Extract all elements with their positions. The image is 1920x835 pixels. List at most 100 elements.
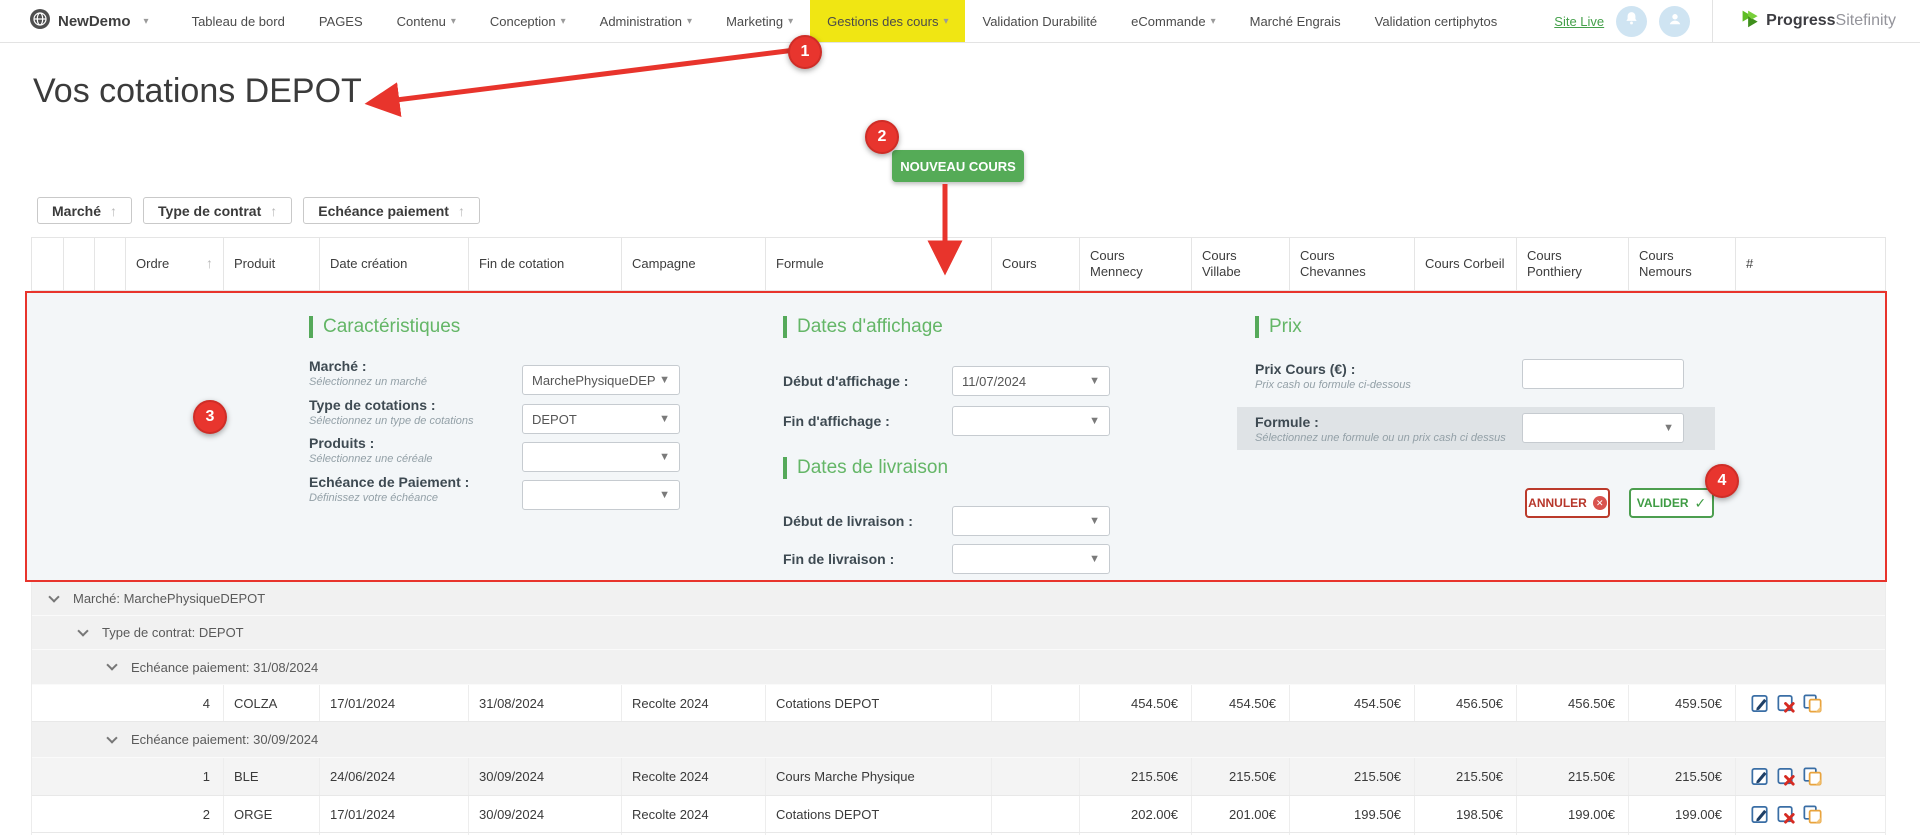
- column-header-cours-mennecy[interactable]: Cours Mennecy: [1079, 238, 1191, 290]
- type-cotations-select[interactable]: DEPOT ▼: [522, 404, 680, 434]
- dropdown-caret-icon: ▼: [659, 374, 670, 386]
- column-header-cours-villabe[interactable]: Cours Villabe: [1191, 238, 1289, 290]
- site-selector[interactable]: NewDemo ▾: [0, 0, 163, 42]
- copy-icon[interactable]: [1801, 692, 1824, 715]
- column-header-cours-chevannes[interactable]: Cours Chevannes: [1289, 238, 1414, 290]
- group-row-type-contrat[interactable]: Type de contrat: DEPOT: [32, 616, 1885, 650]
- section-bar: [309, 316, 313, 338]
- nav-item-conception[interactable]: Conception ▾: [489, 13, 566, 29]
- column-header-cours[interactable]: Cours: [991, 238, 1079, 290]
- nav-right: Site Live ProgressSitefinity: [1554, 0, 1920, 43]
- header-expander-col: [63, 238, 94, 290]
- column-header-formule[interactable]: Formule: [765, 238, 991, 290]
- fin-livraison-select[interactable]: ▼: [952, 544, 1110, 574]
- column-header-cours-ponthiery[interactable]: Cours Ponthiery: [1516, 238, 1628, 290]
- table-row-ble[interactable]: 1 BLE 24/06/2024 30/09/2024 Recolte 2024…: [32, 758, 1885, 796]
- copy-icon[interactable]: [1801, 803, 1824, 826]
- delete-icon[interactable]: [1775, 803, 1798, 826]
- globe-icon: [30, 8, 50, 34]
- collapse-chevron-icon[interactable]: [48, 590, 60, 603]
- cell-date-creation: 24/06/2024: [319, 758, 468, 795]
- column-header-cours-corbeil[interactable]: Cours Corbeil: [1414, 238, 1516, 290]
- profile-button[interactable]: [1659, 5, 1691, 37]
- column-header-produit[interactable]: Produit: [223, 238, 319, 290]
- nav-item-validation-certiphytos[interactable]: Validation certiphytos: [1374, 13, 1498, 29]
- table-row-colza[interactable]: 4 COLZA 17/01/2024 31/08/2024 Recolte 20…: [32, 685, 1885, 722]
- column-header-fin-de-cotation[interactable]: Fin de cotation: [468, 238, 621, 290]
- bell-icon: [1623, 10, 1640, 32]
- nav-item-marche-engrais[interactable]: Marché Engrais: [1249, 13, 1341, 29]
- sort-up-icon: ↑: [270, 202, 278, 219]
- nav-item-validation-durabilite[interactable]: Validation Durabilité: [982, 13, 1098, 29]
- cell-formule: Cotations DEPOT: [765, 685, 991, 721]
- cell-cours: [991, 758, 1079, 795]
- table-row-orge[interactable]: 2 ORGE 17/01/2024 30/09/2024 Recolte 202…: [32, 796, 1885, 833]
- copy-icon[interactable]: [1801, 765, 1824, 788]
- cell-campagne: Recolte 2024: [621, 796, 765, 832]
- nav-item-ecommande[interactable]: eCommande ▾: [1131, 13, 1216, 29]
- dropdown-caret-icon: ▼: [659, 489, 670, 501]
- collapse-chevron-icon[interactable]: [106, 659, 118, 671]
- cell-fin-cotation: 30/09/2024: [468, 796, 621, 832]
- column-header-date-creation[interactable]: Date création: [319, 238, 468, 290]
- section-bar: [1255, 316, 1259, 338]
- group-row-marche[interactable]: Marché: MarchePhysiqueDEPOT: [32, 582, 1885, 616]
- notifications-button[interactable]: [1616, 5, 1648, 37]
- cell-formule: Cours Marche Physique: [765, 758, 991, 795]
- column-header-campagne[interactable]: Campagne: [621, 238, 765, 290]
- column-header-ordre[interactable]: Ordre ↑: [125, 238, 223, 290]
- dropdown-caret-icon: ▼: [1089, 553, 1100, 565]
- marche-select[interactable]: MarchePhysiqueDEP ▼: [522, 365, 680, 395]
- nav-item-contenu[interactable]: Contenu ▾: [396, 13, 456, 29]
- section-dates-affichage: Dates d'affichage: [783, 316, 943, 338]
- filter-echeance-paiement[interactable]: Echéance paiement ↑: [303, 197, 480, 224]
- debut-affichage-select[interactable]: 11/07/2024 ▼: [952, 366, 1110, 396]
- cell-cours-villabe: 201.00€: [1191, 796, 1289, 832]
- divider: [1712, 0, 1714, 43]
- edit-icon[interactable]: [1749, 692, 1772, 715]
- site-live-link[interactable]: Site Live: [1554, 13, 1605, 29]
- filter-marche[interactable]: Marché ↑: [37, 197, 133, 224]
- nav-item-pages[interactable]: PAGES: [318, 13, 363, 29]
- column-header-actions[interactable]: #: [1735, 238, 1887, 290]
- debut-livraison-select[interactable]: ▼: [952, 506, 1110, 536]
- filter-type-de-contrat[interactable]: Type de contrat ↑: [143, 197, 293, 224]
- cell-cours-nemours: 199.00€: [1628, 796, 1735, 832]
- nav-item-administration[interactable]: Administration ▾: [599, 13, 693, 29]
- delete-icon[interactable]: [1775, 692, 1798, 715]
- edit-icon[interactable]: [1749, 803, 1772, 826]
- prix-cours-input[interactable]: [1522, 359, 1684, 389]
- group-row-echeance-1[interactable]: Echéance paiement: 31/08/2024: [32, 650, 1885, 685]
- valider-button[interactable]: VALIDER ✓: [1629, 488, 1714, 518]
- produits-select[interactable]: ▼: [522, 442, 680, 472]
- collapse-chevron-icon[interactable]: [77, 624, 89, 637]
- group-row-echeance-2[interactable]: Echéance paiement: 30/09/2024: [32, 722, 1885, 758]
- new-cours-form: Caractéristiques Marché : Sélectionnez u…: [25, 291, 1887, 582]
- delete-icon[interactable]: [1775, 765, 1798, 788]
- cell-fin-cotation: 31/08/2024: [468, 685, 621, 721]
- sitefinity-logo: ProgressSitefinity: [1725, 9, 1920, 33]
- echeance-paiement-select[interactable]: ▼: [522, 480, 680, 510]
- column-header-cours-nemours[interactable]: Cours Nemours: [1628, 238, 1735, 290]
- field-label-fin-affichage: Fin d'affichage :: [783, 413, 890, 429]
- nav-item-marketing[interactable]: Marketing ▾: [726, 13, 794, 29]
- cell-ordre: 1: [202, 769, 210, 784]
- collapse-chevron-icon[interactable]: [106, 731, 118, 744]
- cell-cours: [991, 685, 1079, 721]
- nav-item-tableau-de-bord[interactable]: Tableau de bord: [191, 13, 285, 29]
- cell-cours-ponthiery: 456.50€: [1516, 685, 1628, 721]
- dropdown-caret-icon: ▼: [659, 451, 670, 463]
- chevron-down-icon: ▾: [788, 15, 794, 27]
- cell-actions: [1735, 833, 1887, 835]
- fin-affichage-select[interactable]: ▼: [952, 406, 1110, 436]
- group-filters: Marché ↑ Type de contrat ↑ Echéance paieme…: [37, 197, 480, 224]
- nouveau-cours-button[interactable]: NOUVEAU COURS: [892, 150, 1024, 182]
- formule-select[interactable]: ▼: [1522, 413, 1684, 443]
- nav-item-gestions-des-cours[interactable]: Gestions des cours ▾: [810, 0, 966, 42]
- edit-icon[interactable]: [1749, 765, 1772, 788]
- cell-actions: [1735, 796, 1887, 832]
- field-label-debut-affichage: Début d'affichage :: [783, 373, 909, 389]
- annuler-button[interactable]: ANNULER ✕: [1525, 488, 1610, 518]
- table-row-partial[interactable]: [32, 833, 1885, 835]
- chevron-down-icon: ▾: [560, 15, 566, 27]
